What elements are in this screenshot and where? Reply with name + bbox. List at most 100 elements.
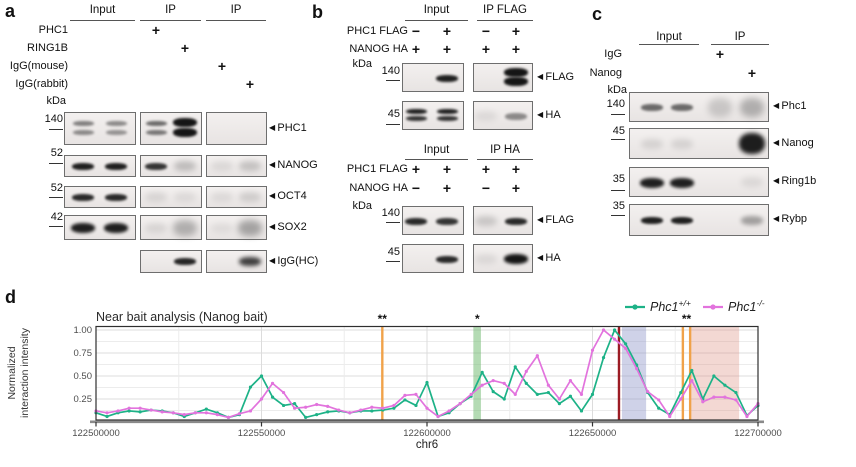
y-axis-label: Normalized bbox=[6, 346, 18, 399]
blot-band bbox=[405, 217, 427, 225]
significance-star: ** bbox=[378, 312, 388, 326]
series-point bbox=[315, 402, 319, 407]
blot-band bbox=[145, 129, 167, 135]
series-point bbox=[491, 379, 495, 383]
lane-mark: + bbox=[442, 161, 452, 177]
series-point bbox=[612, 328, 617, 332]
lane-mark: + bbox=[180, 40, 190, 56]
target-arrow-row: ◀ OCT4 bbox=[269, 190, 307, 202]
series-point bbox=[204, 411, 208, 415]
kda-tick bbox=[386, 80, 400, 81]
kda-unit: kDa bbox=[352, 58, 372, 70]
target-label: SOX2 bbox=[277, 220, 307, 233]
blot-band bbox=[405, 116, 427, 122]
series-point bbox=[579, 392, 584, 396]
lane-mark: + bbox=[511, 23, 521, 39]
blot-band bbox=[671, 138, 693, 149]
kda-tick bbox=[386, 222, 400, 223]
legend-label: Phc1+/+ bbox=[650, 298, 691, 314]
group-header-underline bbox=[639, 44, 699, 45]
kda-value: 52 bbox=[50, 182, 63, 194]
condition-label: PHC1 bbox=[38, 24, 68, 36]
kda-tick bbox=[49, 197, 63, 198]
series-point bbox=[601, 356, 606, 360]
target-arrow-row: ◀ Nanog bbox=[773, 137, 814, 149]
blot-band bbox=[436, 116, 458, 122]
blot-band bbox=[436, 108, 458, 114]
group-header: IP bbox=[230, 4, 242, 16]
condition-label: IgG(mouse) bbox=[9, 60, 68, 72]
series-point bbox=[149, 408, 153, 412]
series-point bbox=[480, 383, 484, 387]
blot-band bbox=[211, 161, 233, 171]
blot-box bbox=[140, 215, 202, 240]
blot-box bbox=[140, 155, 202, 177]
series-point bbox=[270, 381, 275, 385]
lane-mark: + bbox=[411, 41, 421, 57]
lane-mark: + bbox=[245, 76, 255, 92]
highlight-band bbox=[691, 326, 740, 420]
series-point bbox=[337, 408, 341, 412]
target-arrow-row: ◀ HA bbox=[537, 252, 561, 264]
left-arrow-icon: ◀ bbox=[537, 214, 546, 224]
series-point bbox=[568, 379, 573, 383]
kda-unit: kDa bbox=[352, 200, 372, 212]
series-point bbox=[270, 395, 275, 399]
series-point bbox=[248, 409, 253, 413]
blot-band bbox=[238, 220, 262, 236]
blot-band bbox=[105, 121, 127, 127]
lane-mark: + bbox=[442, 180, 452, 196]
target-label: FLAG bbox=[545, 213, 575, 226]
blot-band bbox=[105, 162, 127, 170]
left-arrow-icon: ◀ bbox=[269, 255, 278, 265]
blot-band bbox=[174, 258, 196, 266]
kda-tick bbox=[49, 129, 63, 130]
blot-band bbox=[174, 192, 196, 202]
blot-band bbox=[708, 98, 732, 117]
series-point bbox=[436, 414, 440, 419]
series-point bbox=[690, 379, 694, 383]
series-point bbox=[513, 365, 517, 369]
blot-box bbox=[64, 186, 136, 208]
y-tick-label: 0.75 bbox=[74, 348, 93, 359]
target-arrow-row: ◀ FLAG bbox=[537, 71, 574, 83]
left-arrow-icon: ◀ bbox=[537, 109, 546, 119]
series-point bbox=[734, 398, 738, 402]
series-point bbox=[237, 412, 242, 416]
blot-band bbox=[173, 220, 197, 236]
blot-band bbox=[641, 104, 663, 112]
highlight-band bbox=[621, 326, 647, 420]
lane-mark: − bbox=[411, 23, 421, 39]
target-label: HA bbox=[545, 251, 561, 264]
series-point bbox=[712, 374, 716, 378]
kda-tick bbox=[611, 215, 625, 216]
target-label: IgG(HC) bbox=[277, 254, 319, 267]
blot-band bbox=[504, 76, 528, 86]
series-point bbox=[447, 409, 451, 413]
left-arrow-icon: ◀ bbox=[537, 252, 546, 262]
series-point bbox=[723, 395, 727, 399]
series-point bbox=[535, 354, 539, 358]
group-header: Input bbox=[656, 31, 682, 43]
series-point bbox=[601, 328, 606, 332]
target-arrow-row: ◀ Rybp bbox=[773, 213, 807, 225]
blot-band bbox=[105, 193, 127, 201]
legend-label: Phc1-/- bbox=[728, 298, 765, 314]
target-label: FLAG bbox=[545, 70, 575, 83]
kda-tick bbox=[611, 190, 625, 191]
series-point bbox=[304, 405, 308, 409]
blot-band bbox=[670, 177, 694, 188]
blot-band bbox=[671, 217, 693, 225]
left-arrow-icon: ◀ bbox=[773, 101, 782, 110]
panel-a-coip-blots: Input IP IP PHC1 + RING1B + IgG(mouse) + IgG(rabb… bbox=[0, 0, 318, 285]
series-point bbox=[745, 414, 749, 419]
panel-b-tag: b bbox=[312, 2, 323, 22]
series-point bbox=[712, 395, 716, 399]
lane-mark: + bbox=[511, 161, 521, 177]
lane-mark: + bbox=[747, 65, 757, 81]
kda-tick bbox=[386, 261, 400, 262]
target-arrow-row: ◀ PHC1 bbox=[269, 122, 307, 134]
blot-band bbox=[145, 222, 167, 233]
series-point bbox=[579, 409, 584, 413]
series-point bbox=[171, 411, 175, 415]
